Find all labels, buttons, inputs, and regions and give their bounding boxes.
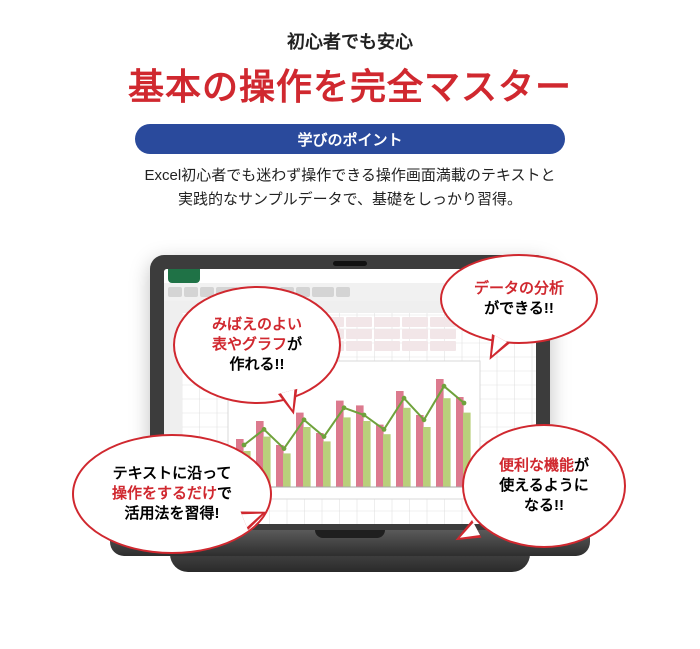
header-subtitle: 初心者でも安心	[0, 28, 700, 54]
header-title: 基本の操作を完全マスター	[0, 58, 700, 110]
bubble-tables-graphs: みばえのよい 表やグラフが 作れる!!	[173, 286, 341, 404]
description: Excel初心者でも迷わず操作できる操作画面満載のテキストと 実践的なサンプルデ…	[0, 164, 700, 212]
points-pill: 学びのポイント	[135, 124, 565, 154]
bubble-useful-features: 便利な機能が 使えるように なる!!	[462, 424, 626, 548]
bubble-follow-text: テキストに沿って 操作をするだけで 活用法を習得!	[72, 434, 272, 554]
bubble-data-analysis: データの分析 ができる!!	[440, 254, 598, 344]
